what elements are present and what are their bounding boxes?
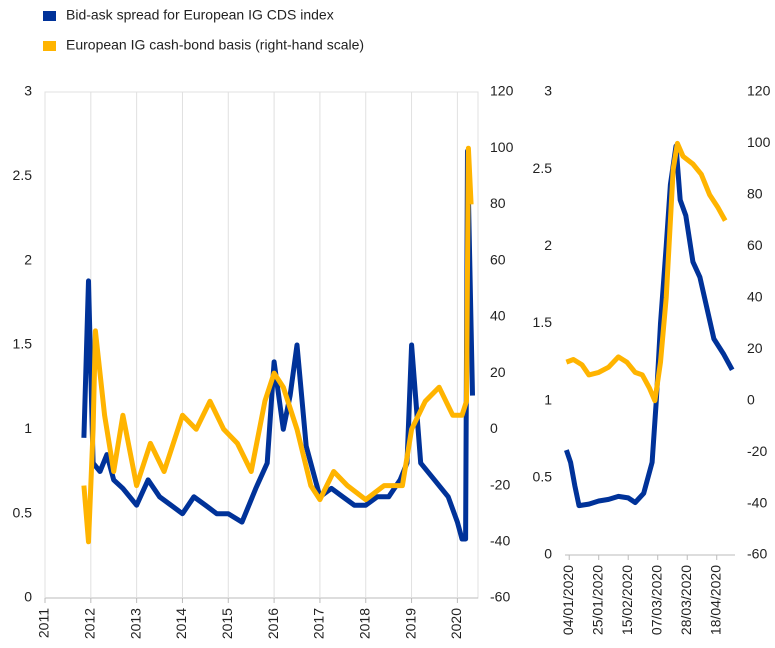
y2-tick-label: 20 <box>747 340 763 356</box>
x-tick-label: 15/02/2020 <box>619 565 635 635</box>
y2-tick-label: 40 <box>490 308 506 324</box>
y2-tick-label: 120 <box>747 83 771 99</box>
y2-tick-label: -20 <box>490 476 510 492</box>
y2-tick-label: -60 <box>490 589 510 605</box>
x-tick-label: 07/03/2020 <box>648 565 664 635</box>
legend-swatch <box>43 41 56 51</box>
y-tick-label: 2 <box>24 251 32 267</box>
y2-tick-label: -60 <box>747 546 767 562</box>
y-tick-label: 1 <box>24 420 32 436</box>
x-tick-label: 2011 <box>36 608 52 638</box>
x-tick-label: 04/01/2020 <box>560 565 576 635</box>
y-tick-label: 3 <box>24 83 32 99</box>
y2-tick-label: 120 <box>490 83 514 99</box>
y2-tick-label: 80 <box>747 186 763 202</box>
series-line <box>81 145 474 545</box>
y2-tick-label: 0 <box>490 420 498 436</box>
legend-label: European IG cash-bond basis (right-hand … <box>66 37 364 53</box>
y-tick-label: 0.5 <box>533 469 553 485</box>
y2-tick-label: 60 <box>490 251 506 267</box>
x-tick-label: 2016 <box>265 608 281 639</box>
y-tick-label: 1 <box>544 391 552 407</box>
x-tick-label: 2013 <box>127 608 143 639</box>
series-line <box>564 143 735 509</box>
y2-tick-label: 0 <box>747 391 755 407</box>
y-tick-label: 3 <box>544 83 552 99</box>
x-tick-label: 18/04/2020 <box>707 565 723 635</box>
legend-swatch <box>43 11 56 21</box>
x-tick-label: 2018 <box>356 608 372 639</box>
x-tick-label: 2019 <box>402 608 418 639</box>
x-tick-label: 28/03/2020 <box>678 565 694 635</box>
x-tick-label: 2015 <box>219 608 235 639</box>
series-line <box>565 140 728 404</box>
y-tick-label: 2.5 <box>533 160 553 176</box>
y-tick-label: 2 <box>544 237 552 253</box>
y-tick-label: 2.5 <box>13 167 33 183</box>
y-tick-label: 1.5 <box>13 336 33 352</box>
y2-tick-label: 40 <box>747 288 763 304</box>
legend-label: Bid-ask spread for European IG CDS index <box>66 7 334 23</box>
y2-tick-label: 20 <box>490 364 506 380</box>
y2-tick-label: 100 <box>747 134 771 150</box>
y-tick-label: 0.5 <box>13 504 33 520</box>
y2-tick-label: 60 <box>747 237 763 253</box>
y-tick-label: 0 <box>544 546 552 562</box>
x-tick-label: 2020 <box>448 608 464 639</box>
y2-tick-label: -40 <box>490 532 510 548</box>
y2-tick-label: 100 <box>490 139 514 155</box>
y2-tick-label: 80 <box>490 195 506 211</box>
x-tick-label: 2014 <box>173 608 189 639</box>
y-tick-label: 1.5 <box>533 314 553 330</box>
x-tick-label: 2017 <box>311 608 327 639</box>
y2-tick-label: -40 <box>747 494 767 510</box>
y-tick-label: 0 <box>24 589 32 605</box>
y2-tick-label: -20 <box>747 443 767 459</box>
series-line <box>81 148 475 542</box>
x-tick-label: 25/01/2020 <box>589 565 605 635</box>
x-tick-label: 2012 <box>82 608 98 639</box>
